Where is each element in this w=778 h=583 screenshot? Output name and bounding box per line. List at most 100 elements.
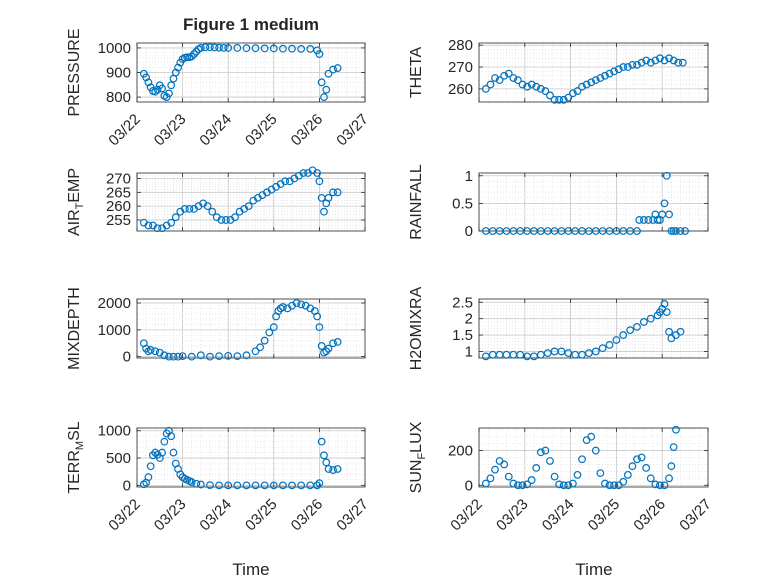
data-point bbox=[196, 44, 205, 52]
data-point bbox=[146, 346, 155, 354]
data-point bbox=[491, 465, 499, 474]
data-point bbox=[269, 44, 278, 53]
data-point bbox=[633, 322, 641, 331]
figure-title: Figure 1 medium bbox=[183, 15, 319, 34]
data-point bbox=[192, 479, 201, 488]
data-point bbox=[215, 43, 223, 52]
data-point bbox=[146, 462, 155, 471]
data-point bbox=[315, 323, 324, 332]
data-point bbox=[224, 351, 233, 360]
data-point bbox=[144, 473, 153, 482]
y-tick-label: 0 bbox=[465, 223, 473, 240]
data-point bbox=[187, 52, 196, 61]
data-point bbox=[656, 481, 664, 490]
data-point bbox=[297, 300, 306, 309]
data-point bbox=[222, 216, 230, 224]
data-point bbox=[536, 350, 545, 359]
data-point bbox=[628, 462, 637, 471]
y-tick-label: 500 bbox=[106, 450, 131, 467]
x-tick-label: 03/26 bbox=[630, 496, 669, 535]
data-point bbox=[167, 218, 176, 227]
subplot-1: 800 900 1000 03/22 03/23 03/24 03/25 03/26 03/27… bbox=[66, 28, 372, 149]
data-point bbox=[637, 453, 646, 462]
data-point bbox=[587, 78, 596, 87]
y-axis-label: H2OMIXRA bbox=[408, 286, 425, 370]
data-point bbox=[626, 326, 635, 335]
data-point bbox=[190, 50, 198, 58]
data-point bbox=[333, 64, 342, 72]
data-point bbox=[667, 227, 676, 235]
data-point bbox=[541, 87, 550, 95]
data-point bbox=[541, 446, 550, 455]
data-point bbox=[224, 44, 233, 52]
data-point bbox=[598, 344, 607, 353]
data-point bbox=[201, 43, 210, 52]
data-point bbox=[500, 460, 509, 469]
data-point bbox=[644, 216, 653, 224]
data-point bbox=[288, 481, 296, 490]
data-point bbox=[623, 470, 632, 479]
data-point bbox=[660, 199, 669, 208]
data-point bbox=[313, 169, 322, 177]
y-tick-label: 260 bbox=[448, 81, 473, 98]
y-tick-label: 2 bbox=[465, 311, 473, 328]
data-point bbox=[642, 56, 651, 65]
data-point bbox=[660, 300, 669, 308]
data-point bbox=[233, 44, 242, 52]
y-tick-label: 0 bbox=[123, 349, 131, 366]
data-point bbox=[633, 227, 641, 235]
subplot-2: 260 270 280 THETA bbox=[408, 37, 709, 104]
data-point bbox=[178, 352, 187, 361]
data-point bbox=[523, 82, 531, 91]
data-point bbox=[251, 44, 260, 53]
data-point bbox=[206, 352, 214, 361]
y-axis-label: THETA bbox=[408, 47, 425, 99]
data-point bbox=[324, 344, 333, 353]
data-point bbox=[653, 216, 662, 224]
data-point bbox=[329, 339, 337, 348]
data-point bbox=[646, 58, 655, 67]
x-tick-label: 03/26 bbox=[288, 111, 327, 150]
data-point bbox=[516, 350, 525, 359]
data-point bbox=[160, 437, 169, 446]
data-point bbox=[639, 318, 648, 326]
axes-box bbox=[478, 298, 709, 359]
data-point bbox=[215, 352, 223, 361]
data-point bbox=[651, 480, 660, 489]
data-point bbox=[546, 457, 554, 465]
data-point bbox=[564, 349, 573, 357]
data-point bbox=[242, 351, 251, 360]
data-point bbox=[265, 328, 274, 337]
data-point bbox=[313, 312, 322, 321]
axes-box bbox=[136, 427, 366, 488]
data-point bbox=[151, 87, 160, 96]
data-point bbox=[329, 466, 337, 474]
x-tick-label: 03/22 bbox=[105, 111, 144, 150]
data-point bbox=[297, 481, 306, 490]
x-tick-label: 03/27 bbox=[333, 111, 372, 150]
x-tick-label: 03/23 bbox=[151, 111, 190, 150]
plot-area bbox=[479, 173, 708, 231]
data-point bbox=[171, 213, 180, 222]
subplot-8: 0 200 03/22 03/23 03/24 03/25 03/26 03/27 SUNFLU… bbox=[408, 421, 715, 534]
data-point bbox=[662, 308, 671, 317]
data-point bbox=[279, 44, 287, 53]
x-tick-label: 03/27 bbox=[333, 496, 372, 535]
data-point bbox=[486, 80, 495, 89]
data-point bbox=[167, 432, 176, 441]
data-point bbox=[678, 58, 687, 67]
plot-area bbox=[137, 428, 365, 487]
data-point bbox=[299, 169, 308, 177]
data-point bbox=[333, 465, 342, 473]
x-tick-label: 03/24 bbox=[539, 496, 578, 535]
axes-box bbox=[478, 427, 709, 488]
data-point bbox=[523, 480, 531, 489]
data-point bbox=[317, 437, 326, 446]
data-point bbox=[242, 481, 251, 490]
data-point bbox=[320, 451, 328, 460]
data-point bbox=[527, 476, 536, 484]
data-point bbox=[559, 481, 568, 490]
data-point bbox=[557, 347, 566, 356]
y-tick-label: 1 bbox=[465, 168, 473, 185]
